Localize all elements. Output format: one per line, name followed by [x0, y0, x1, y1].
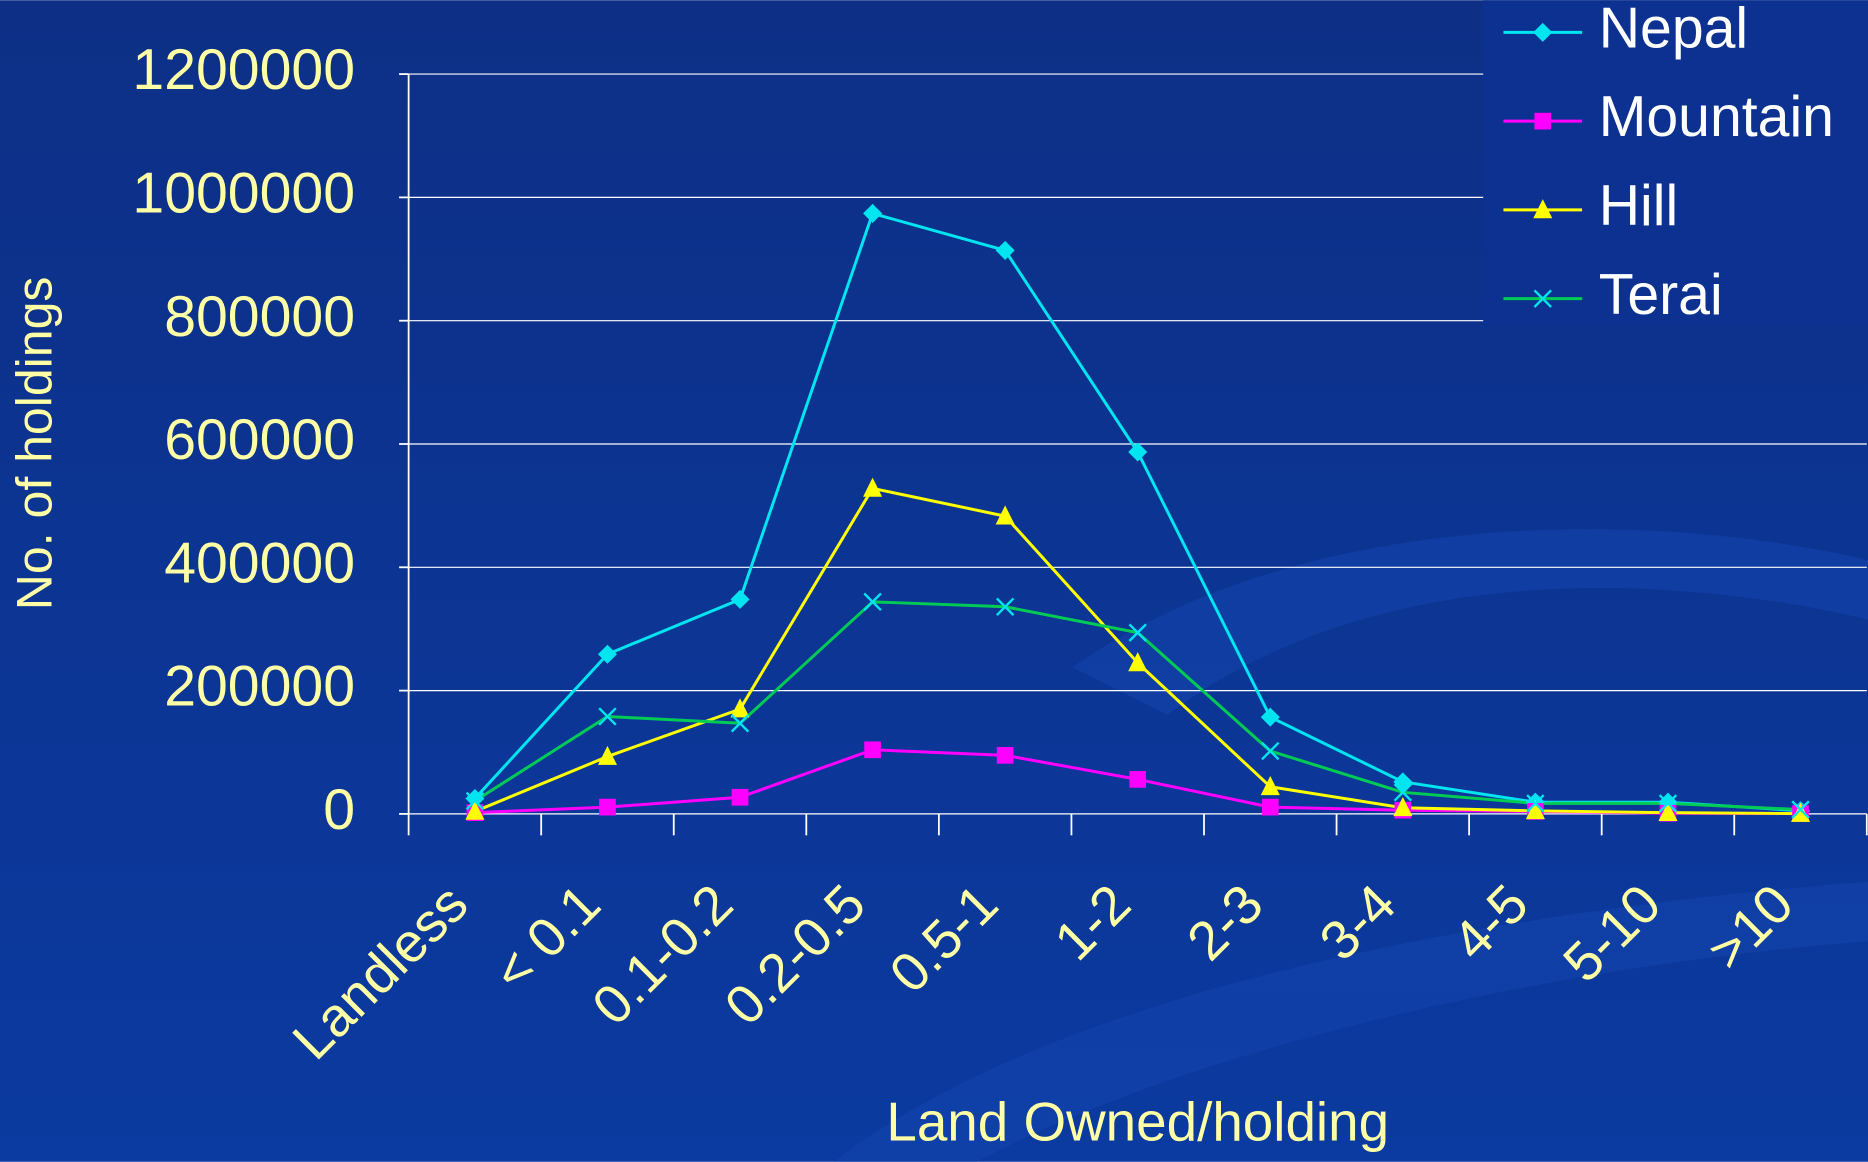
- decoration: [833, 881, 1868, 1162]
- legend-box: [1483, 0, 1868, 325]
- marker: [730, 589, 750, 609]
- marker: [1260, 776, 1280, 796]
- legend-label: Hill: [1599, 174, 1678, 238]
- marker: [1791, 800, 1810, 819]
- marker: [1658, 801, 1678, 822]
- marker: [995, 240, 1015, 260]
- y-tick-label: 800000: [164, 285, 355, 349]
- marker: [1261, 741, 1280, 761]
- y-tick-label: 400000: [164, 531, 355, 595]
- y-tick-label: 1200000: [132, 38, 355, 102]
- y-tick-label: 1000000: [132, 162, 355, 226]
- marker: [465, 800, 485, 820]
- marker: [995, 597, 1015, 616]
- marker: [599, 798, 616, 816]
- marker: [1393, 797, 1413, 817]
- y-tick-label: 600000: [164, 408, 355, 472]
- marker: [1260, 707, 1280, 727]
- legend-label: Nepal: [1599, 0, 1748, 61]
- marker: [1525, 800, 1545, 820]
- marker: [1128, 442, 1148, 462]
- y-tick-label: 0: [323, 778, 355, 842]
- y-tick-label: 200000: [164, 655, 355, 719]
- marker: [1393, 783, 1413, 802]
- x-axis-title: Land Owned/holding: [886, 1091, 1389, 1153]
- marker: [465, 791, 485, 811]
- marker: [863, 477, 883, 497]
- marker: [1533, 199, 1553, 219]
- marker: [597, 745, 617, 765]
- marker: [598, 707, 617, 726]
- legend: Nepal Mountain Hill Terai: [1483, 0, 1868, 327]
- marker: [465, 788, 485, 809]
- marker: [864, 741, 881, 759]
- marker: [863, 592, 882, 612]
- marker: [995, 505, 1015, 525]
- marker: [1261, 798, 1279, 816]
- marker: [1526, 794, 1545, 813]
- y-axis-title: No. of holdings: [6, 277, 62, 611]
- marker: [730, 714, 750, 733]
- legend-label: Terai: [1599, 263, 1723, 327]
- legend-label: Mountain: [1599, 85, 1834, 149]
- marker: [1128, 623, 1147, 642]
- marker: [730, 698, 750, 718]
- marker: [1790, 802, 1811, 822]
- marker: [731, 788, 749, 806]
- marker: [1129, 771, 1147, 788]
- marker: [1533, 289, 1552, 308]
- marker: [1658, 794, 1678, 813]
- marker: [597, 644, 617, 664]
- decoration: [1072, 529, 1868, 716]
- marker: [1533, 22, 1553, 42]
- marker: [1534, 112, 1552, 130]
- marker: [1128, 652, 1148, 672]
- marker: [863, 203, 883, 223]
- marker: [996, 746, 1014, 764]
